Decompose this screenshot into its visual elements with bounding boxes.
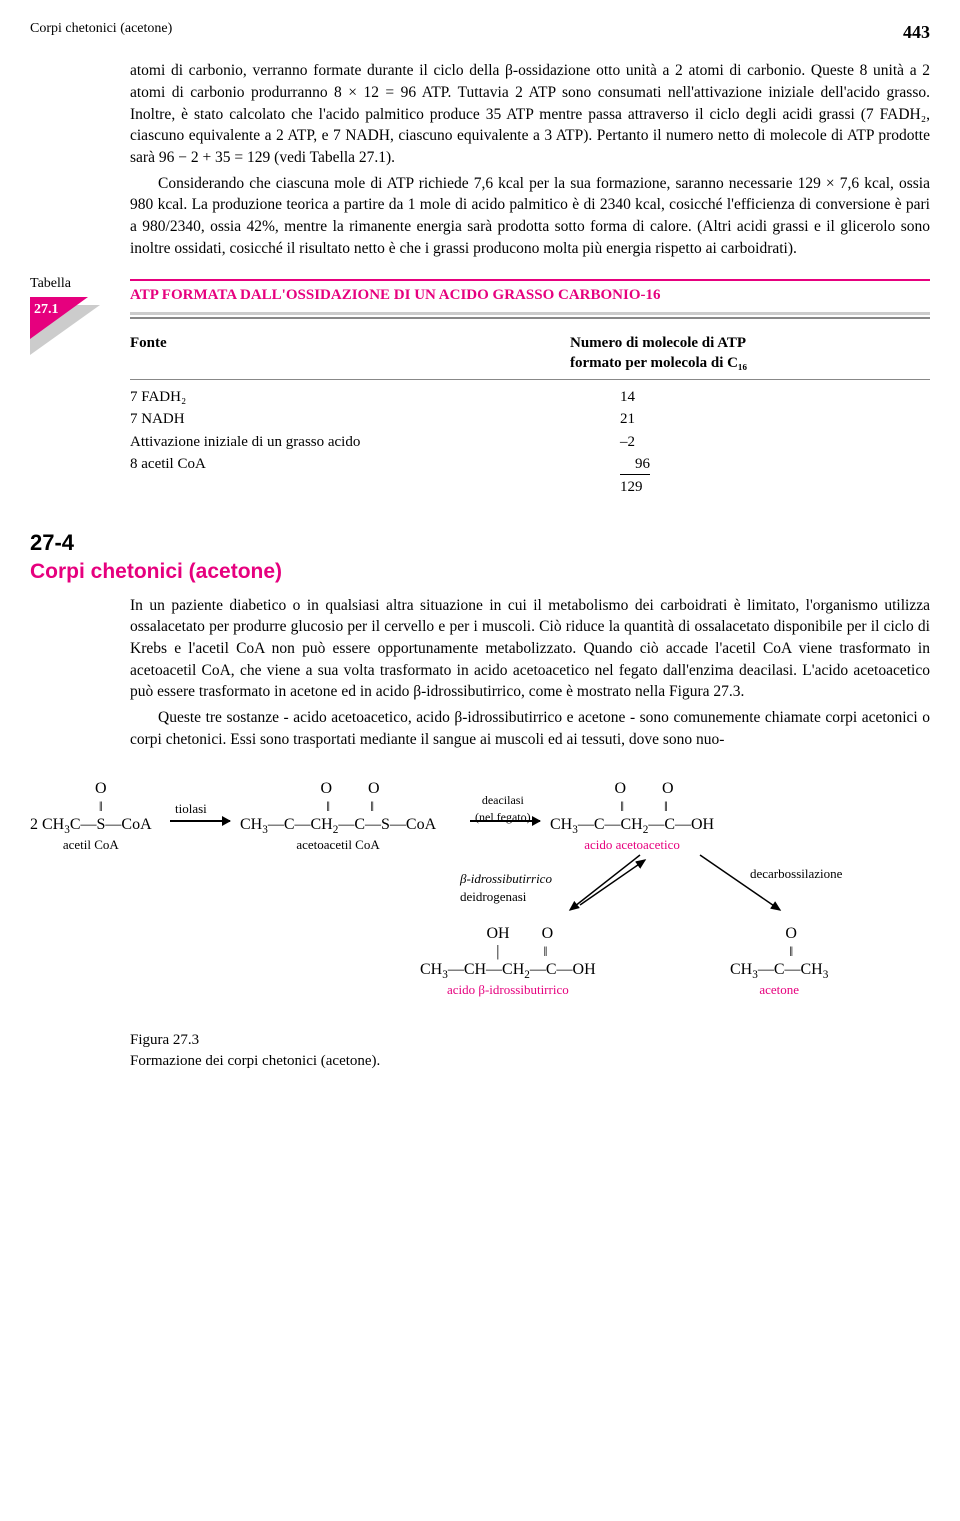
table-row: 8 acetil CoA 96 [130, 453, 930, 476]
branch-arrows-icon [550, 850, 870, 930]
table-row-total: 129 [130, 476, 930, 498]
label-decarbossilazione: decarbossilazione [750, 865, 842, 883]
figure-caption: Figura 27.3 Formazione dei corpi chetoni… [130, 1030, 930, 1071]
section-number: 27-4 [30, 528, 930, 558]
page-number: 443 [903, 20, 930, 44]
table-label: Tabella [30, 275, 71, 294]
label-acido-beta-idrossibutirrico: acido β-idrossibutirrico [420, 983, 596, 997]
paragraph-3: In un paziente diabetico o in qualsiasi … [130, 595, 930, 703]
figure-27-3-diagram: O ‖ 2 CH3C—S—CoA acetil CoA tiolasi O O … [30, 770, 930, 1030]
label-acetoacetil-coa: acetoacetil CoA [240, 838, 436, 852]
table-number: 27.1 [34, 301, 59, 320]
table-row: Attivazione iniziale di un grasso acido … [130, 431, 930, 453]
running-header: Corpi chetonici (acetone) [30, 20, 172, 44]
label-acetil-coa: acetil CoA [30, 838, 152, 852]
paragraph-4: Queste tre sostanze - acido acetoacetico… [130, 707, 930, 750]
paragraph-1: atomi di carbonio, verranno formate dura… [130, 60, 930, 168]
table-col-fonte: Fonte [130, 333, 570, 374]
table-title: ATP FORMATA DALL'OSSIDAZIONE DI UN ACIDO… [130, 279, 930, 311]
label-tiolasi: tiolasi [175, 800, 207, 818]
label-acetone: acetone [730, 983, 828, 997]
label-beta-deidrogenasi: β-idrossibutirricodeidrogenasi [460, 870, 552, 905]
table-27-1: Tabella 27.1 ATP FORMATA DALL'OSSIDAZION… [30, 279, 930, 498]
table-col-numero: Numero di molecole di ATP formato per mo… [570, 333, 930, 374]
section-title: Corpi chetonici (acetone) [30, 558, 930, 586]
table-row: 7 FADH₂ 14 [130, 386, 930, 408]
table-rule [130, 312, 930, 319]
table-row: 7 NADH 21 [130, 408, 930, 430]
label-deacilasi: deacilasi(nel fegato) [475, 792, 531, 824]
arrow-icon [170, 820, 230, 822]
paragraph-2: Considerando che ciascuna mole di ATP ri… [130, 173, 930, 260]
